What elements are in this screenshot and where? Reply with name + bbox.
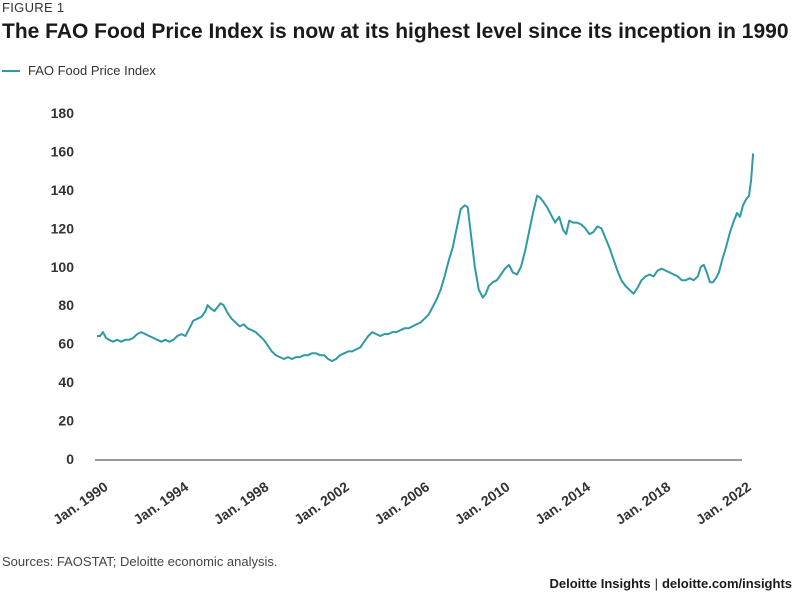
x-tick-label: Jan. 1998 [211,478,272,527]
x-tick-label: Jan. 1994 [130,478,191,527]
x-tick-label: Jan. 2018 [613,478,674,527]
source-note: Sources: FAOSTAT; Deloitte economic anal… [2,554,278,569]
y-tick-label: 120 [51,220,75,236]
footer-url[interactable]: deloitte.com/insights [661,576,792,591]
y-tick-label: 80 [58,297,74,313]
y-tick-label: 140 [51,182,75,198]
footer-brand[interactable]: Deloitte Insights [549,576,651,591]
x-tick-label: Jan. 1990 [50,478,111,527]
legend-swatch [2,69,20,72]
chart-title: The FAO Food Price Index is now at its h… [2,20,789,43]
footer-separator: | [654,576,658,591]
y-tick-label: 0 [66,451,74,467]
x-tick-label: Jan. 2006 [371,478,432,527]
figure-label: FIGURE 1 [2,0,65,15]
y-tick-label: 60 [58,336,74,352]
x-tick-label: Jan. 2022 [693,478,754,527]
legend-label: FAO Food Price Index [28,63,156,78]
chart-area: 0 20 40 60 80 100 120 140 160 180 Jan. 1990 Jan. 19… [50,105,755,528]
y-tick-label: 180 [51,105,75,121]
x-tick-label: Jan. 2010 [452,478,513,527]
footer: Deloitte Insights | deloitte.com/insights [549,576,792,591]
x-tick-label: Jan. 2014 [532,478,593,527]
series-line [97,153,755,362]
y-tick-label: 40 [58,374,74,390]
legend: FAO Food Price Index [2,63,156,78]
x-tick-label: Jan. 2002 [291,478,352,527]
y-tick-label: 100 [51,259,75,275]
y-tick-label: 160 [51,143,75,159]
y-tick-label: 20 [58,413,74,429]
